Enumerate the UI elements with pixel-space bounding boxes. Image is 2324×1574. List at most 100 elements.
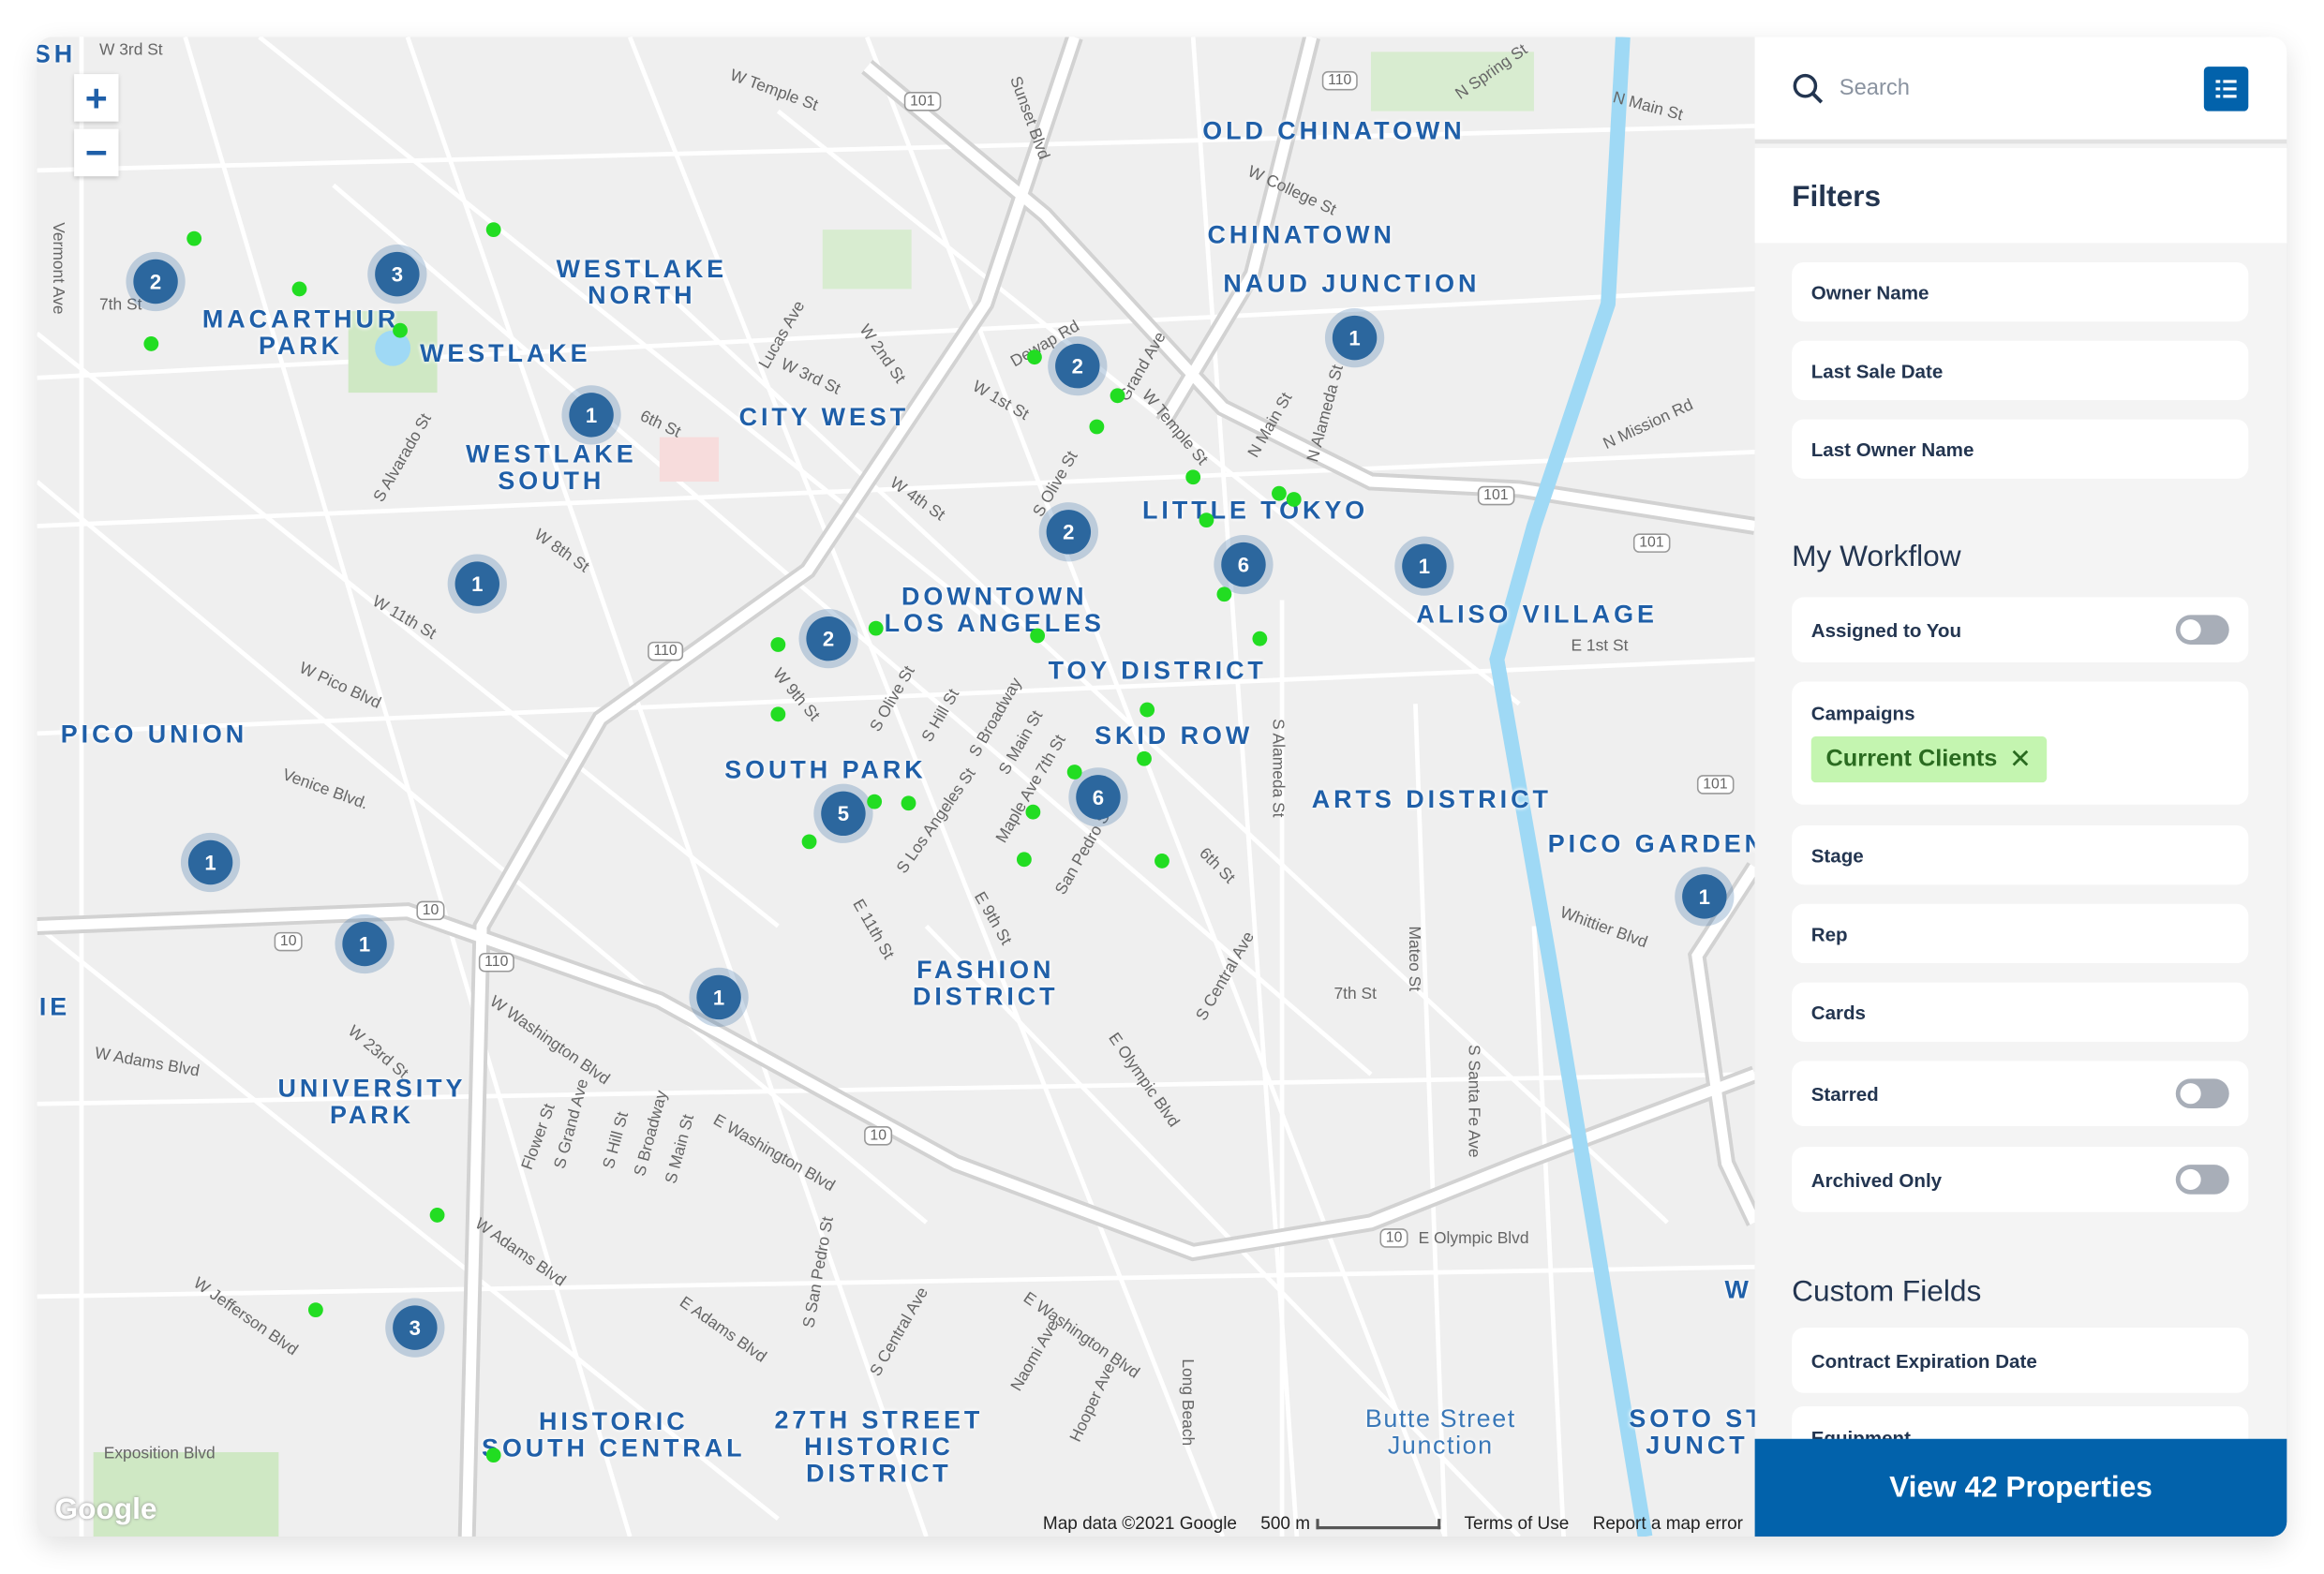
- filter-list-button[interactable]: [2203, 67, 2249, 111]
- property-cluster-marker[interactable]: 1: [1324, 307, 1385, 368]
- property-marker[interactable]: [1155, 854, 1169, 869]
- cluster-count: 2: [1046, 510, 1092, 555]
- property-marker[interactable]: [1199, 512, 1214, 528]
- property-marker[interactable]: [1030, 628, 1046, 644]
- property-cluster-marker[interactable]: 1: [335, 913, 395, 974]
- property-cluster-marker[interactable]: 1: [689, 967, 749, 1028]
- search-input[interactable]: [1839, 75, 2181, 101]
- neighborhood-label: SKID ROW: [1095, 721, 1254, 750]
- property-cluster-marker[interactable]: 1: [180, 832, 241, 893]
- property-marker[interactable]: [867, 794, 883, 809]
- list-filter-icon: [2215, 80, 2237, 98]
- archived-only-filter: Archived Only: [1792, 1147, 2249, 1212]
- field-label: Cards: [1810, 1001, 1867, 1024]
- property-marker[interactable]: [1066, 765, 1082, 780]
- zoom-out-button[interactable]: −: [74, 128, 119, 177]
- neighborhood-label: OLD CHINATOWN: [1202, 116, 1466, 145]
- property-marker[interactable]: [485, 1448, 501, 1463]
- last-owner-name-filter[interactable]: Last Owner Name: [1792, 419, 2249, 479]
- street-label: 7th St: [1333, 985, 1377, 1003]
- cluster-count: 1: [454, 561, 499, 606]
- property-cluster-marker[interactable]: 5: [813, 783, 873, 843]
- highway-shield-icon: 101: [1696, 775, 1734, 794]
- neighborhood-label: IE: [38, 992, 71, 1021]
- property-marker[interactable]: [143, 336, 159, 351]
- property-cluster-marker[interactable]: 6: [1214, 534, 1274, 595]
- property-cluster-marker[interactable]: 1: [1675, 867, 1735, 927]
- map[interactable]: W 3rd St W Temple St Sunset Blvd N Spring S…: [37, 37, 1755, 1537]
- scale-indicator[interactable]: 500 m: [1260, 1513, 1441, 1534]
- property-marker[interactable]: [1016, 852, 1032, 868]
- campaigns-filter[interactable]: Campaigns Current Clients ✕: [1792, 681, 2249, 805]
- report-error-link[interactable]: Report a map error: [1592, 1512, 1743, 1534]
- property-marker[interactable]: [801, 834, 817, 850]
- property-cluster-marker[interactable]: 1: [1394, 536, 1454, 596]
- property-marker[interactable]: [1185, 469, 1201, 485]
- property-marker[interactable]: [770, 637, 786, 652]
- cluster-count: 1: [342, 921, 387, 967]
- property-marker[interactable]: [1027, 349, 1042, 365]
- neighborhood-label: CHINATOWN: [1207, 220, 1395, 249]
- property-marker[interactable]: [1140, 702, 1155, 718]
- zoom-in-button[interactable]: +: [74, 74, 119, 122]
- property-marker[interactable]: [770, 706, 786, 722]
- property-cluster-marker[interactable]: 2: [1038, 502, 1098, 562]
- property-marker[interactable]: [901, 795, 916, 811]
- property-cluster-marker[interactable]: 2: [1048, 336, 1108, 396]
- street-label: Vermont Ave: [49, 222, 67, 315]
- map-data-attribution: Map data ©2021 Google: [1042, 1512, 1237, 1534]
- map-attribution-bar: Map data ©2021 Google 500 m Terms of Use…: [1043, 1513, 1743, 1534]
- neighborhood-label: W: [1724, 1275, 1752, 1304]
- property-cluster-marker[interactable]: 3: [385, 1298, 445, 1358]
- property-cluster-marker[interactable]: 2: [126, 251, 186, 312]
- property-marker[interactable]: [1286, 492, 1302, 507]
- property-cluster-marker[interactable]: 1: [561, 385, 621, 445]
- property-marker[interactable]: [1089, 419, 1105, 435]
- property-cluster-marker[interactable]: 2: [798, 609, 858, 669]
- property-marker[interactable]: [1137, 750, 1152, 766]
- neighborhood-label: HISTORIC SOUTH CENTRAL: [482, 1407, 746, 1463]
- contract-expiration-filter[interactable]: Contract Expiration Date: [1792, 1328, 2249, 1393]
- property-cluster-marker[interactable]: 6: [1068, 767, 1128, 827]
- street-label: E 1st St: [1571, 637, 1629, 656]
- starred-filter: Starred: [1792, 1061, 2249, 1127]
- terms-link[interactable]: Terms of Use: [1464, 1512, 1570, 1534]
- assigned-toggle[interactable]: [2175, 615, 2229, 645]
- last-sale-date-filter[interactable]: Last Sale Date: [1792, 340, 2249, 401]
- neighborhood-label: UNIVERSITY PARK: [277, 1074, 467, 1130]
- neighborhood-label: DOWNTOWN LOS ANGELES: [884, 582, 1105, 638]
- campaign-chip: Current Clients ✕: [1810, 736, 2047, 783]
- property-cluster-marker[interactable]: 3: [367, 244, 427, 304]
- property-marker[interactable]: [1025, 804, 1041, 820]
- remove-chip-icon[interactable]: ✕: [2008, 743, 2032, 774]
- property-marker[interactable]: [429, 1208, 445, 1223]
- property-marker[interactable]: [1272, 485, 1287, 501]
- property-marker[interactable]: [868, 620, 884, 636]
- scale-bar: [1316, 1519, 1441, 1530]
- highway-shield-icon: 101: [1632, 533, 1670, 553]
- property-marker[interactable]: [1252, 631, 1268, 646]
- property-marker[interactable]: [307, 1302, 323, 1318]
- starred-toggle[interactable]: [2175, 1078, 2229, 1109]
- highway-shield-icon: 10: [416, 900, 445, 921]
- neighborhood-label: MACARTHUR PARK: [201, 304, 400, 361]
- owner-name-filter[interactable]: Owner Name: [1792, 261, 2249, 322]
- field-label: Archived Only: [1810, 1168, 1943, 1191]
- property-cluster-marker[interactable]: 1: [447, 554, 507, 614]
- property-marker[interactable]: [485, 222, 501, 238]
- rep-filter[interactable]: Rep: [1792, 903, 2249, 964]
- neighborhood-label: WESTLAKE: [420, 339, 591, 368]
- cluster-count: 2: [806, 616, 851, 661]
- property-marker[interactable]: [393, 322, 408, 338]
- view-properties-button[interactable]: View 42 Properties: [1754, 1438, 2287, 1537]
- cards-filter[interactable]: Cards: [1792, 982, 2249, 1042]
- property-marker[interactable]: [186, 230, 202, 246]
- neighborhood-label: TOY DISTRICT: [1048, 656, 1267, 685]
- archived-toggle[interactable]: [2175, 1165, 2229, 1195]
- property-marker[interactable]: [1216, 587, 1232, 602]
- stage-filter[interactable]: Stage: [1792, 824, 2249, 885]
- filters-sidebar: Filters Owner Name Last Sale Date Last O…: [1754, 37, 2287, 1537]
- neighborhood-label: ARTS DISTRICT: [1311, 785, 1552, 814]
- property-marker[interactable]: [1110, 388, 1125, 404]
- property-marker[interactable]: [291, 281, 307, 297]
